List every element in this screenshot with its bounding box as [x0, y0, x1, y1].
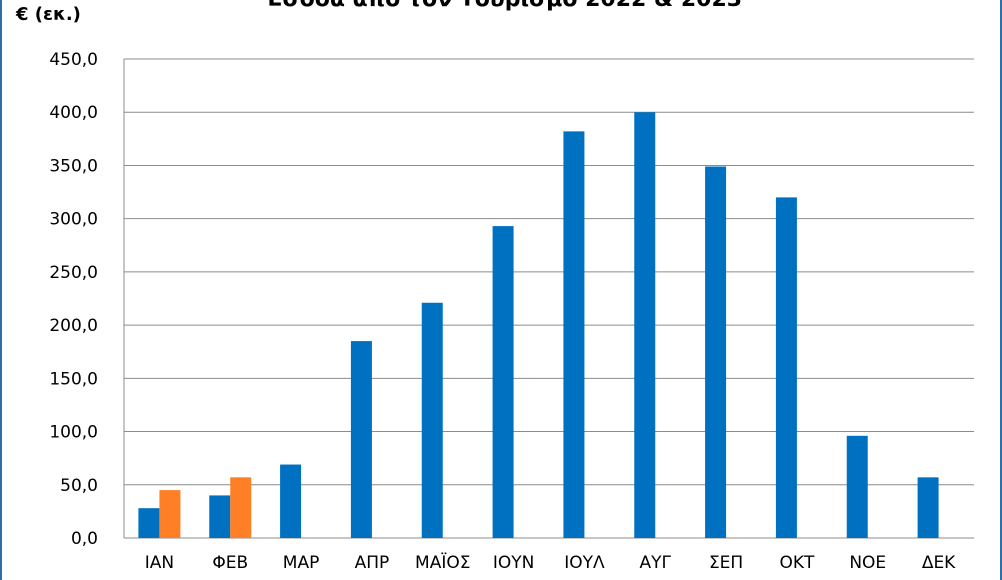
y-tick-label: 50,0 [60, 476, 98, 496]
y-axis-unit-label: € (εκ.) [16, 4, 81, 25]
x-tick-label: ΙΟΥΛ [564, 553, 605, 573]
bar-series-1-3 [350, 341, 372, 538]
x-tick-label: ΝΟΕ [849, 553, 886, 573]
x-tick-label: ΑΠΡ [355, 553, 390, 573]
y-tick-label: 350,0 [49, 156, 98, 176]
y-tick-label: 150,0 [49, 369, 98, 389]
y-tick-label: 450,0 [49, 50, 98, 70]
bar-series-2-0 [159, 490, 181, 538]
bar-series-1-4 [421, 302, 443, 538]
x-tick-label: ΜΑΡ [283, 553, 320, 573]
bar-series-1-9 [775, 197, 797, 538]
x-tick-label: ΙΑΝ [145, 553, 174, 573]
bar-series-1-11 [917, 477, 939, 538]
bar-series-1-5 [492, 226, 514, 538]
x-tick-label: ΔΕΚ [922, 553, 956, 573]
x-tick-label: ΟΚΤ [779, 553, 815, 573]
chart-title: Έσοδα από τον Τουρισμό 2022 & 2023 [2, 0, 1002, 12]
y-tick-label: 0,0 [71, 529, 98, 549]
y-tick-label: 200,0 [49, 316, 98, 336]
bar-series-2-1 [230, 477, 252, 538]
y-tick-label: 250,0 [49, 263, 98, 283]
bar-series-1-10 [846, 435, 868, 538]
bar-series-1-6 [563, 131, 585, 539]
bar-series-1-8 [705, 166, 727, 538]
bar-series-1-0 [138, 508, 160, 538]
x-tick-label: ΙΟΥΝ [493, 553, 535, 573]
y-tick-label: 100,0 [49, 423, 98, 443]
x-tick-label: ΣΕΠ [709, 553, 743, 573]
bar-series-1-1 [209, 495, 231, 538]
bar-series-1-2 [280, 464, 302, 538]
y-tick-label: 400,0 [49, 103, 98, 123]
x-tick-label: ΑΥΓ [640, 553, 672, 573]
x-tick-label: ΦΕΒ [212, 553, 248, 573]
bar-series-1-7 [634, 112, 656, 538]
x-tick-label: ΜΑΪΟΣ [415, 552, 470, 573]
y-tick-label: 300,0 [49, 210, 98, 230]
